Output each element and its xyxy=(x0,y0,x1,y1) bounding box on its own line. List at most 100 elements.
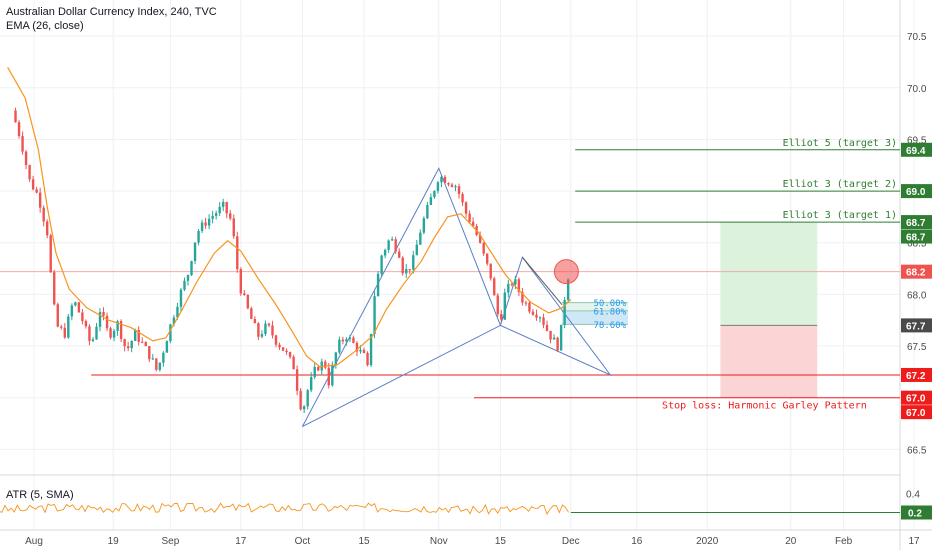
candle-body xyxy=(130,340,133,349)
candle-body xyxy=(162,352,165,363)
price-badge xyxy=(901,142,932,157)
candle-body xyxy=(53,272,56,305)
price-badge-text: 67.7 xyxy=(906,321,926,332)
candle-body xyxy=(538,317,542,319)
candle-body xyxy=(443,176,447,184)
candle-body xyxy=(179,289,183,307)
x-tick-label: 15 xyxy=(495,536,507,547)
candle-body xyxy=(60,326,63,328)
price-badge xyxy=(901,184,932,199)
candle-body xyxy=(123,339,126,347)
candle-body xyxy=(98,312,102,327)
candle-body xyxy=(200,222,204,231)
candle-body xyxy=(457,186,461,195)
candle-body xyxy=(535,314,538,318)
x-tick-label: Nov xyxy=(430,536,448,547)
candle-body xyxy=(493,278,496,296)
candle-body xyxy=(134,329,137,341)
candle-body xyxy=(366,352,369,366)
highlight-circle xyxy=(553,259,579,285)
candle-body xyxy=(151,358,154,360)
candle-body xyxy=(63,327,66,338)
candle-body xyxy=(310,377,313,391)
candle-body xyxy=(503,292,506,320)
candle-body xyxy=(514,279,517,285)
candle-body xyxy=(348,337,352,340)
candle-body xyxy=(148,346,151,360)
loss-zone xyxy=(720,325,818,398)
candle-body xyxy=(112,330,116,338)
stop-loss-label: Stop loss: Harmonic Garley Pattern xyxy=(662,401,867,412)
candle-body xyxy=(334,352,338,366)
fib-label: 61.80% xyxy=(593,307,626,317)
price-badge-text: 68.7 xyxy=(906,218,926,229)
candle-body xyxy=(74,302,77,306)
position-zones xyxy=(562,222,818,398)
candle-body xyxy=(324,361,327,368)
target-label: Elliot 3 (target 2) xyxy=(783,179,897,190)
price-candles xyxy=(14,107,570,414)
candle-body xyxy=(500,314,503,320)
candle-body xyxy=(486,253,489,264)
candle-body xyxy=(35,189,38,193)
candle-body xyxy=(225,202,228,214)
candle-body xyxy=(556,337,559,351)
y-tick-label: 67.5 xyxy=(907,342,927,353)
candle-body xyxy=(14,110,17,123)
candle-body xyxy=(306,390,309,407)
fib-band-lower xyxy=(562,310,628,325)
atr-badge xyxy=(901,505,932,520)
x-tick-label: 15 xyxy=(358,536,370,547)
candle-body xyxy=(521,292,524,303)
harmonic-xab xyxy=(301,167,502,428)
candle-body xyxy=(295,369,299,391)
candle-body xyxy=(352,337,355,343)
candle-body xyxy=(419,232,422,245)
candle-body xyxy=(345,339,348,342)
candle-body xyxy=(412,255,415,270)
candle-body xyxy=(454,186,457,188)
candle-body xyxy=(257,323,260,337)
candle-body xyxy=(278,344,281,348)
candle-body xyxy=(190,261,193,276)
candle-body xyxy=(285,350,288,353)
candle-body xyxy=(116,321,119,331)
candle-body xyxy=(338,339,341,353)
candle-body xyxy=(109,328,112,338)
x-tick-label: Feb xyxy=(835,536,853,547)
candle-body xyxy=(563,300,566,325)
y-tick-label: 68.5 xyxy=(907,239,927,250)
fib-label: 78.60% xyxy=(593,321,626,331)
x-tick-label: 17 xyxy=(908,536,920,547)
candle-body xyxy=(70,305,74,317)
candle-body xyxy=(211,215,214,219)
price-badge-text: 67.0 xyxy=(906,394,926,405)
candle-body xyxy=(496,295,499,315)
candle-body xyxy=(489,263,492,279)
price-badge xyxy=(901,215,932,230)
candle-body xyxy=(531,311,535,315)
time-axis[interactable]: Aug 19 Sep 17 Oct 15 Nov 15 Dec 16 2020 20 Feb 17 xyxy=(25,536,920,547)
candle-body xyxy=(236,236,239,270)
candle-body xyxy=(222,202,225,207)
candle-body xyxy=(197,230,200,243)
candle-body xyxy=(21,136,24,152)
candle-body xyxy=(267,323,271,326)
candle-body xyxy=(67,316,70,338)
candle-body xyxy=(126,346,130,349)
price-badge xyxy=(901,367,932,382)
candle-body xyxy=(373,296,376,334)
candle-body xyxy=(204,222,207,226)
candle-body xyxy=(88,326,91,341)
candle-body xyxy=(176,306,179,318)
candle-body xyxy=(383,249,387,256)
ema-line xyxy=(7,66,572,368)
candle-body xyxy=(542,317,545,325)
candle-body xyxy=(260,334,264,337)
price-axis[interactable]: 70.5 70.0 69.5 69.0 68.5 68.0 67.5 67.0 66.5 69.4… xyxy=(901,32,932,456)
candle-body xyxy=(436,182,440,191)
candle-body xyxy=(510,283,514,285)
candle-body xyxy=(42,207,45,222)
